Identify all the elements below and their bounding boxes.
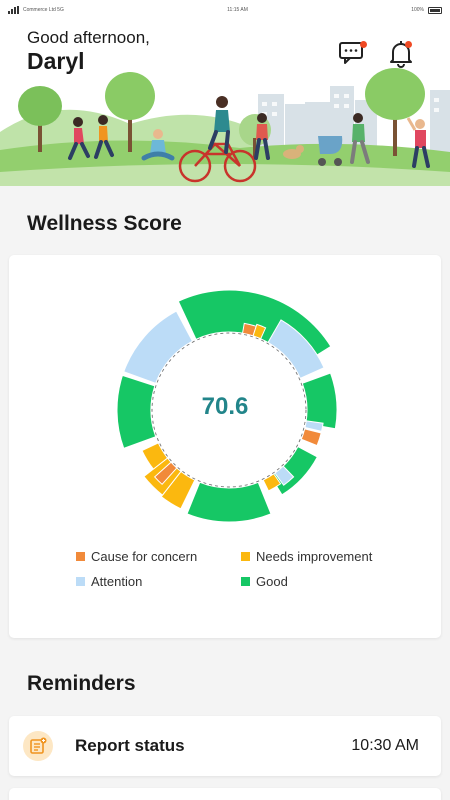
ring-segment	[262, 473, 282, 492]
battery-icon	[427, 6, 442, 14]
bell-icon[interactable]	[386, 38, 416, 68]
wellness-score-value: 70.6	[201, 393, 249, 420]
greeting-text: Good afternoon,	[27, 28, 150, 47]
ring-segment	[252, 323, 267, 340]
legend-attention: Attention	[76, 574, 241, 589]
legend-swatch	[241, 552, 250, 561]
wellness-donut-chart	[116, 289, 338, 523]
signal-icon	[8, 6, 19, 14]
legend-label: Good	[256, 574, 288, 589]
status-left: Commerce Ltd 5G	[8, 6, 64, 14]
status-bar: Commerce Ltd 5G 11:15 AM 100%	[0, 0, 450, 20]
legend-swatch	[76, 577, 85, 586]
reminder-item[interactable]: Report status 10:30 AM	[9, 716, 441, 776]
legend-good: Good	[241, 574, 411, 589]
legend-needs-improvement: Needs improvement	[241, 549, 411, 564]
chat-bubble-icon[interactable]	[337, 38, 367, 68]
chat-unread-badge	[360, 41, 367, 48]
ring-segment	[300, 428, 322, 447]
reminder-title: Report status	[75, 736, 185, 755]
park-illustration	[0, 68, 450, 186]
ring-segment	[186, 481, 272, 523]
checklist-icon	[23, 731, 53, 761]
ring-segment	[267, 319, 325, 379]
ring-segment	[123, 310, 194, 384]
wellness-title: Wellness Score	[27, 212, 182, 235]
legend-label: Attention	[91, 574, 143, 589]
legend-cause-for-concern: Cause for concern	[76, 549, 241, 564]
carrier-name: Commerce Ltd 5G	[23, 7, 64, 13]
ring-segment	[304, 420, 324, 432]
status-right: 100%	[411, 6, 442, 14]
next-reminder-card[interactable]	[9, 788, 441, 800]
ring-segment	[153, 461, 178, 486]
ring-segment	[116, 374, 157, 449]
reminders-title: Reminders	[27, 672, 136, 695]
legend-label: Needs improvement	[256, 549, 373, 564]
reminder-time: 10:30 AM	[351, 737, 419, 754]
ring-segment	[274, 465, 295, 486]
notification-badge	[405, 41, 412, 48]
legend-swatch	[241, 577, 250, 586]
wellness-card	[9, 255, 441, 638]
header-hero: Good afternoon, Daryl	[0, 0, 450, 186]
legend-swatch	[76, 552, 85, 561]
ring-segment	[141, 442, 169, 470]
battery-percent: 100%	[411, 7, 424, 13]
legend-label: Cause for concern	[91, 549, 198, 564]
status-time: 11:15 AM	[227, 7, 248, 13]
wellness-legend: Cause for concern Needs improvement Atte…	[76, 549, 416, 589]
user-name: Daryl	[27, 48, 85, 74]
